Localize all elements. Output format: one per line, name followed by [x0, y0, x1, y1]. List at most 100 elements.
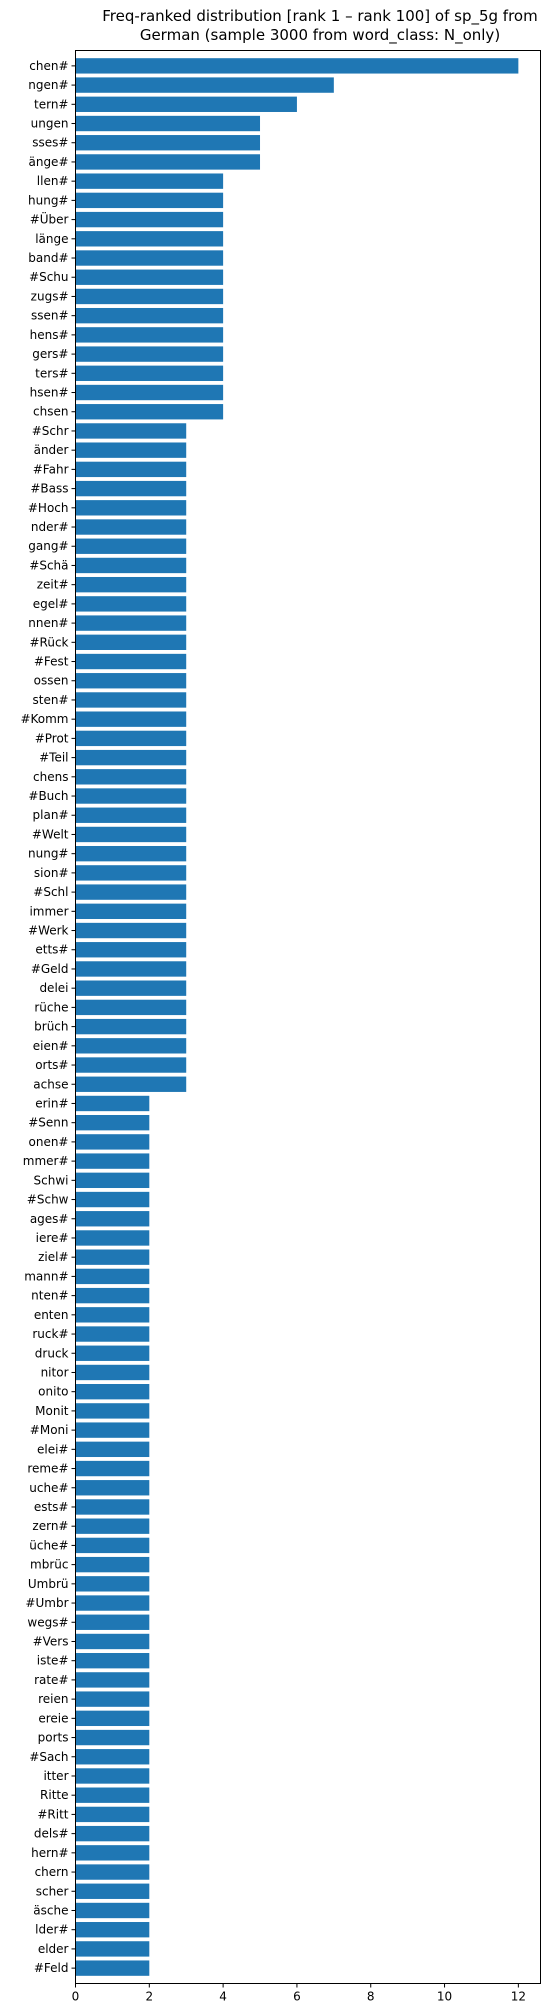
bar-16: [75, 365, 224, 381]
bar-46: [75, 942, 187, 958]
category-label: länge: [35, 232, 68, 246]
category-label: gers#: [32, 347, 68, 361]
category-label: ters#: [35, 366, 68, 380]
bar-55: [75, 1114, 150, 1131]
bar-22: [75, 480, 187, 497]
category-label: scher: [36, 1884, 69, 1898]
category-label: Umbrü: [28, 1577, 69, 1591]
category-label: mmer#: [23, 1154, 69, 1168]
category-label: ssen#: [31, 309, 69, 323]
bar-95: [75, 1883, 150, 1899]
bar-86: [75, 1710, 150, 1727]
bar-93: [75, 1845, 150, 1861]
bar-51: [75, 1038, 187, 1054]
category-label: änge#: [28, 155, 68, 169]
x-tick-label: 4: [219, 1990, 227, 2004]
category-label: chens: [33, 770, 68, 784]
category-labels-group: chen# ngen# tern# ungen sses# änge# llen# hung#…: [20, 59, 76, 1975]
bar-58: [75, 1172, 150, 1189]
bar-38: [75, 788, 187, 804]
category-label: ereie: [38, 1711, 68, 1725]
category-label: elei#: [37, 1442, 69, 1456]
bar-67: [75, 1345, 150, 1361]
bar-10: [75, 250, 224, 266]
bar-36: [75, 749, 187, 766]
category-label: ossen: [34, 674, 69, 688]
bar-28: [75, 596, 187, 612]
bar-19: [75, 423, 187, 439]
category-label: #Prot: [35, 731, 69, 745]
category-label: lder#: [35, 1923, 68, 1937]
category-label: mann#: [24, 1269, 68, 1283]
bar-27: [75, 576, 187, 593]
bar-66: [75, 1326, 150, 1342]
bar-12: [75, 288, 224, 305]
bar-45: [75, 922, 187, 939]
bar-61: [75, 1230, 150, 1246]
category-label: druck: [35, 1346, 69, 1360]
bar-49: [75, 999, 187, 1016]
bar-77: [75, 1537, 150, 1554]
bar-87: [75, 1729, 150, 1746]
bar-20: [75, 442, 187, 458]
category-label: eien#: [33, 1039, 69, 1053]
category-label: iste#: [37, 1654, 69, 1668]
bar-72: [75, 1441, 150, 1458]
bar-90: [75, 1787, 150, 1803]
bar-26: [75, 557, 187, 574]
bar-57: [75, 1153, 150, 1169]
category-label: chsen: [33, 405, 68, 419]
category-label: dels#: [34, 1827, 69, 1841]
bar-32: [75, 673, 187, 689]
category-label: #Hoch: [28, 501, 69, 515]
x-tick-label: 10: [437, 1990, 452, 2004]
category-label: enten: [34, 1308, 69, 1322]
category-label: etts#: [35, 943, 68, 957]
bar-85: [75, 1691, 150, 1707]
category-label: nnen#: [28, 616, 68, 630]
bar-0: [75, 58, 519, 74]
category-label: #Rück: [29, 635, 68, 649]
category-label: immer: [29, 904, 68, 918]
category-label: reme#: [27, 1462, 68, 1476]
bar-52: [75, 1057, 187, 1073]
bar-64: [75, 1287, 150, 1304]
category-label: ages#: [30, 1212, 69, 1226]
category-label: #Schl: [33, 885, 68, 899]
category-label: uche#: [29, 1481, 68, 1495]
category-label: plan#: [33, 808, 69, 822]
bar-94: [75, 1864, 150, 1880]
category-label: itter: [43, 1769, 68, 1783]
bar-35: [75, 730, 187, 747]
bar-24: [75, 519, 187, 535]
category-label: achse: [33, 1077, 68, 1091]
category-label: chen#: [29, 59, 68, 73]
bar-53: [75, 1076, 187, 1092]
category-label: #Senn: [28, 1116, 68, 1130]
category-label: #Sach: [29, 1750, 68, 1764]
category-label: delei: [39, 981, 68, 995]
category-label: hens#: [30, 328, 69, 342]
category-label: ruck#: [32, 1327, 68, 1341]
category-label: onito: [38, 1385, 68, 1399]
bar-3: [75, 115, 261, 132]
bar-80: [75, 1595, 150, 1611]
category-label: rate#: [34, 1673, 68, 1687]
bar-76: [75, 1518, 150, 1534]
bar-33: [75, 692, 187, 708]
x-axis: 0 2 4 6 8 10 12: [72, 1983, 526, 2004]
category-label: sses#: [32, 136, 68, 150]
category-label: hung#: [28, 193, 69, 207]
bar-75: [75, 1499, 150, 1515]
category-label: mbrüc: [30, 1558, 68, 1572]
category-label: ziel#: [38, 1250, 68, 1264]
category-label: iere#: [36, 1231, 69, 1245]
category-label: gang#: [28, 539, 68, 553]
bar-37: [75, 769, 187, 785]
category-label: nitor: [41, 1365, 69, 1379]
bar-59: [75, 1191, 150, 1208]
category-label: #Vers: [33, 1634, 69, 1648]
bar-5: [75, 154, 261, 170]
bar-44: [75, 903, 187, 920]
category-label: ngen#: [28, 78, 68, 92]
